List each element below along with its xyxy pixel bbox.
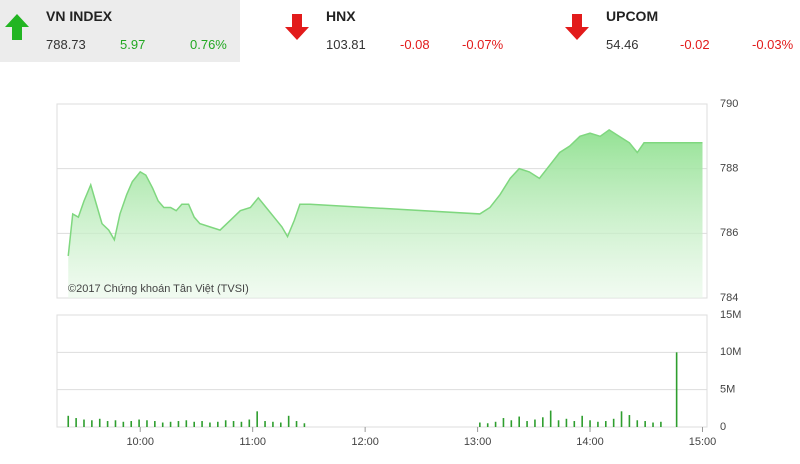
- index-percent: -0.07%: [462, 37, 504, 52]
- volume-bar: [652, 422, 654, 427]
- volume-bar: [597, 421, 599, 427]
- y-tick-label: 786: [720, 227, 738, 239]
- volume-bar: [138, 419, 140, 427]
- volume-bar: [279, 422, 282, 427]
- chart: 784 786 788 790 ©2017 Chứng khoán Tân Việt (…: [56, 98, 741, 448]
- volume-bar: [264, 421, 266, 427]
- volume-bar: [675, 352, 678, 427]
- volume-bar: [201, 421, 203, 427]
- index-box[interactable]: HNX 103.81 -0.08 -0.07%: [280, 0, 520, 62]
- x-tick-label: 15:00: [689, 436, 717, 448]
- x-tick-label: 13:00: [464, 436, 492, 448]
- volume-bar: [589, 420, 591, 427]
- volume-bar: [612, 418, 615, 427]
- volume-bar: [75, 418, 77, 427]
- plot-frame: [56, 314, 708, 428]
- y-tick-label: 784: [720, 292, 738, 304]
- volume-bar: [486, 423, 489, 427]
- x-tick-label: 12:00: [351, 436, 379, 448]
- volume-bar: [209, 422, 211, 427]
- volume-bar: [636, 420, 639, 427]
- y-tick-label: 15M: [720, 309, 741, 321]
- volume-bar: [660, 421, 662, 427]
- down-arrow: [285, 14, 309, 40]
- index-line: [67, 128, 703, 257]
- volume-bar: [620, 411, 623, 427]
- volume-bar: [573, 421, 576, 427]
- volume-bar: [185, 420, 188, 427]
- volume-bar: [217, 421, 219, 427]
- volume-bar: [565, 418, 568, 427]
- volume-bar: [161, 422, 164, 427]
- volume-bar: [154, 421, 156, 427]
- volume-bar: [534, 419, 536, 427]
- volume-bar: [193, 421, 195, 427]
- volume-bar: [526, 421, 528, 427]
- copyright: ©2017 Chứng khoán Tân Việt (TVSI): [68, 283, 249, 295]
- volume-bar: [224, 420, 227, 427]
- volume-bar: [67, 415, 70, 427]
- y-tick-label: 788: [720, 163, 738, 175]
- index-value: 788.73: [46, 37, 86, 52]
- volume-bar: [510, 420, 513, 427]
- volume-bar: [114, 420, 117, 427]
- volume-bar: [644, 421, 646, 427]
- volume-bar: [83, 419, 85, 427]
- volume-bar: [581, 415, 583, 427]
- volume-bar: [240, 421, 243, 427]
- index-header: VN INDEX 788.73 5.97 0.76% HNX 103.81 -0…: [0, 0, 800, 62]
- y-tick-label: 10M: [720, 346, 741, 358]
- volume-bar: [232, 421, 235, 427]
- volume-bar: [91, 420, 93, 427]
- y-tick-label: 790: [720, 98, 738, 110]
- volume-bar: [494, 421, 497, 427]
- volume-bar: [122, 421, 125, 427]
- index-percent: -0.03%: [752, 37, 794, 52]
- volume-bar: [287, 415, 290, 427]
- index-name: HNX: [326, 8, 356, 24]
- volume-bar: [604, 421, 607, 427]
- y-tick-label: 0: [720, 421, 726, 433]
- volume-bar: [557, 420, 560, 427]
- volume-bar: [146, 420, 148, 427]
- x-tick-label: 11:00: [239, 436, 266, 448]
- index-name: UPCOM: [606, 8, 659, 24]
- index-name: VN INDEX: [46, 8, 113, 24]
- volume-bar: [479, 422, 481, 427]
- volume-bar: [98, 418, 101, 427]
- volume-bar: [177, 421, 180, 427]
- volume-bar: [169, 421, 172, 427]
- volume-bar: [303, 423, 306, 427]
- volume-bar: [542, 417, 544, 427]
- index-value: 54.46: [606, 37, 639, 52]
- index-box[interactable]: VN INDEX 788.73 5.97 0.76%: [0, 0, 240, 62]
- volume-bar: [295, 421, 298, 427]
- volume-bar: [256, 411, 258, 427]
- index-change: -0.08: [400, 37, 430, 52]
- volume-bar: [502, 418, 505, 427]
- x-tick-label: 14:00: [576, 436, 604, 448]
- volume-bar: [518, 416, 520, 427]
- area-fill: [68, 129, 703, 298]
- index-value: 103.81: [326, 37, 366, 52]
- index-change: 5.97: [120, 37, 146, 52]
- up-arrow: [5, 14, 29, 40]
- volume-bar: [106, 421, 109, 427]
- index-box[interactable]: UPCOM 54.46 -0.02 -0.03%: [560, 0, 800, 62]
- volume-bar: [549, 410, 552, 427]
- y-tick-label: 5M: [720, 384, 735, 396]
- volume-bar: [628, 415, 631, 427]
- index-change: -0.02: [680, 37, 710, 52]
- index-percent: 0.76%: [190, 37, 227, 52]
- down-arrow: [565, 14, 589, 40]
- volume-bar: [272, 421, 274, 427]
- volume-bar: [130, 421, 133, 427]
- x-tick-label: 10:00: [126, 436, 154, 448]
- volume-bar: [248, 419, 251, 427]
